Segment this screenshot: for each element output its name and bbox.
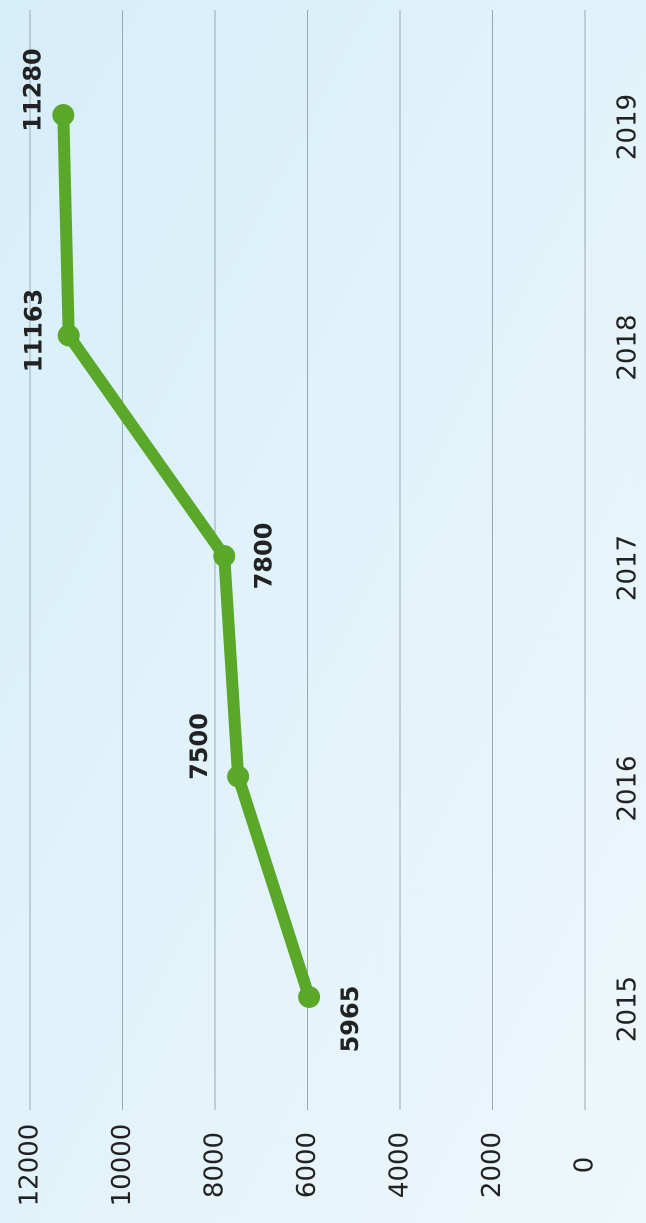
data-label: 11280: [18, 48, 46, 132]
x-tick-label: 2017: [613, 535, 643, 601]
x-tick-label: 2019: [613, 94, 643, 160]
y-tick-label: 0: [570, 1157, 600, 1174]
x-tick-label: 2018: [613, 314, 643, 380]
data-label: 7500: [185, 713, 213, 780]
point: [57, 324, 80, 347]
data-label: 5965: [336, 986, 364, 1053]
y-tick-label: 2000: [477, 1132, 507, 1198]
y-tick-label: 10000: [107, 1124, 137, 1207]
data-label: 7800: [249, 523, 277, 590]
x-tick-label: 2015: [613, 976, 643, 1042]
y-tick-label: 8000: [200, 1132, 230, 1198]
data-label: 11163: [20, 289, 48, 373]
y-tick-label: 6000: [292, 1132, 322, 1198]
x-tick-label: 2016: [613, 755, 643, 821]
point: [213, 545, 236, 567]
point: [298, 986, 321, 1008]
point: [227, 765, 250, 788]
y-tick-label: 12000: [15, 1124, 45, 1207]
y-tick-label: 4000: [385, 1132, 415, 1198]
point: [52, 104, 75, 126]
